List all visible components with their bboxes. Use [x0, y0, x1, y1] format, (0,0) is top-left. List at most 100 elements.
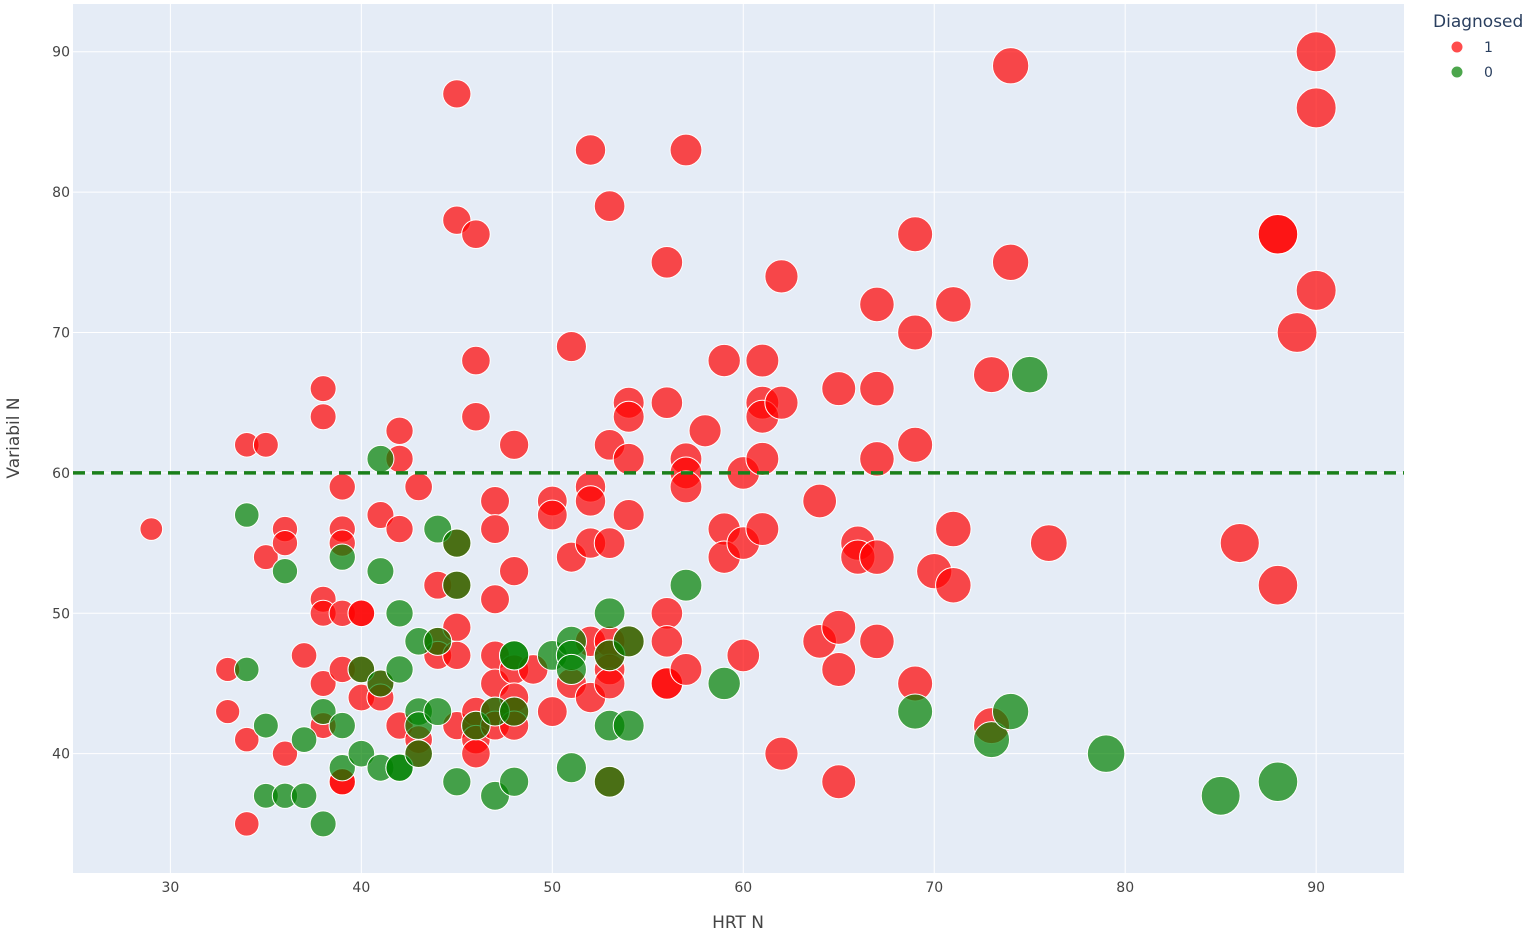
point-series-1	[669, 133, 703, 167]
point-series-1	[764, 736, 799, 771]
point-series-1	[290, 642, 318, 669]
point-series-0	[593, 597, 626, 630]
legend-label-1: 1	[1484, 40, 1493, 56]
point-series-1	[1219, 523, 1260, 564]
x-grid-lines	[169, 4, 1317, 873]
point-series-1	[650, 386, 684, 419]
point-series-0	[385, 655, 414, 684]
point-series-1	[821, 371, 857, 407]
point-series-1	[555, 330, 587, 363]
x-tick-label: 90	[1307, 880, 1325, 896]
point-series-0	[442, 528, 472, 558]
point-series-0	[499, 696, 530, 727]
point-series-1	[385, 416, 414, 445]
y-tick-label: 90	[52, 45, 70, 61]
legend-marker-1	[1450, 40, 1464, 54]
point-series-1	[366, 501, 395, 530]
point-series-1	[897, 314, 934, 351]
point-series-1	[669, 470, 703, 504]
point-series-1	[859, 286, 895, 323]
point-series-1	[859, 370, 895, 407]
point-series-1	[764, 385, 799, 420]
point-series-0	[442, 570, 472, 600]
point-series-1	[745, 512, 780, 547]
point-series-1	[802, 483, 838, 519]
y-tick-label: 60	[52, 466, 70, 482]
point-series-0	[555, 752, 587, 784]
point-series-1	[385, 514, 414, 544]
point-series-0	[973, 721, 1011, 759]
point-series-1	[1257, 564, 1299, 606]
point-series-1	[612, 499, 645, 532]
point-series-0	[593, 765, 626, 798]
y-tick-labels: 40 50 60 70 80 90	[52, 45, 70, 763]
point-series-0	[347, 655, 376, 684]
x-tick-label: 40	[352, 880, 370, 896]
point-series-0	[290, 726, 318, 753]
point-series-1	[1276, 312, 1318, 353]
point-series-1	[745, 343, 780, 378]
point-series-1	[859, 623, 895, 660]
y-axis-title: Variabil N	[4, 397, 24, 478]
point-series-1	[897, 216, 934, 253]
point-series-0	[1010, 355, 1049, 394]
point-series-1	[328, 473, 356, 501]
point-series-1	[650, 625, 684, 658]
point-series-1	[1295, 87, 1337, 129]
point-series-0	[991, 692, 1030, 731]
point-series-1	[536, 696, 568, 727]
point-series-1	[935, 286, 972, 323]
point-series-1	[707, 343, 741, 378]
point-series-1	[574, 485, 607, 517]
point-series-1	[764, 259, 799, 294]
y-tick-label: 40	[52, 747, 70, 763]
point-series-1	[139, 517, 164, 541]
point-series-1	[215, 698, 241, 725]
point-series-0	[1086, 734, 1126, 773]
point-series-0	[309, 810, 337, 838]
point-series-0	[328, 543, 356, 571]
x-tick-label: 30	[161, 880, 179, 896]
point-series-0	[328, 711, 356, 740]
point-series-0	[423, 626, 453, 656]
point-series-0	[499, 766, 530, 797]
point-series-1	[480, 584, 510, 615]
point-series-1	[480, 514, 510, 545]
point-series-0	[612, 709, 645, 742]
point-series-0	[271, 558, 299, 585]
point-series-1	[973, 356, 1011, 394]
point-series-1	[897, 426, 934, 463]
x-tick-label: 60	[734, 880, 752, 896]
legend-label-0: 0	[1484, 65, 1493, 81]
legend-marker-0	[1450, 65, 1464, 79]
point-series-1	[233, 811, 260, 837]
point-series-1	[347, 599, 376, 628]
point-series-1	[309, 403, 337, 431]
point-series-1	[821, 651, 857, 687]
point-series-0	[555, 653, 587, 685]
point-series-0	[233, 502, 260, 528]
point-series-0	[252, 712, 279, 739]
point-series-0	[309, 698, 337, 726]
point-series-0	[1200, 775, 1241, 816]
point-series-1	[1029, 524, 1068, 562]
plot-background	[73, 4, 1404, 873]
point-series-0	[897, 693, 934, 730]
point-series-0	[347, 739, 376, 768]
point-series-1	[499, 556, 530, 587]
point-series-1	[461, 401, 491, 432]
point-series-1	[688, 414, 722, 448]
point-series-1	[309, 669, 337, 697]
point-series-1	[309, 375, 337, 403]
point-series-0	[404, 739, 433, 768]
point-series-1	[252, 544, 279, 571]
point-series-1	[821, 609, 857, 645]
point-series-1	[499, 429, 530, 460]
point-series-0	[1257, 761, 1299, 803]
point-series-1	[1257, 213, 1299, 255]
point-series-0	[612, 625, 645, 658]
point-series-1	[233, 726, 260, 753]
point-series-1	[1295, 31, 1337, 73]
point-series-1	[991, 243, 1030, 281]
